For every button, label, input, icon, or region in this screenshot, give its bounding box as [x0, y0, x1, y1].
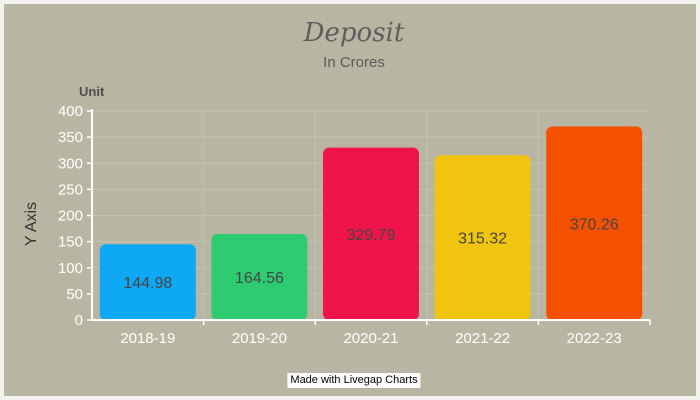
- y-tick-label: 400: [58, 103, 83, 120]
- watermark[interactable]: Made with Livegap Charts: [287, 373, 421, 388]
- y-tick-label: 250: [58, 181, 83, 198]
- y-tick-label: 300: [58, 155, 83, 172]
- bar: [99, 244, 196, 320]
- x-tick-label: 2019-20: [232, 330, 287, 347]
- chart-title: Deposit: [303, 18, 405, 48]
- data-label: 329.79: [347, 227, 396, 244]
- x-tick-label: 2018-19: [120, 330, 175, 347]
- data-label: 315.32: [458, 231, 507, 248]
- x-tick-label: 2021-22: [455, 330, 510, 347]
- y-unit-label: Unit: [79, 84, 105, 99]
- data-label: 164.56: [235, 270, 284, 287]
- y-tick-label: 0: [75, 312, 83, 329]
- bar: [211, 234, 308, 320]
- bar: [323, 147, 419, 320]
- y-tick-label: 200: [58, 208, 83, 225]
- bar: [434, 155, 531, 320]
- y-tick-label: 350: [58, 129, 83, 146]
- data-label: 370.26: [570, 216, 619, 233]
- y-tick-label: 100: [58, 260, 83, 277]
- bar: [546, 126, 643, 320]
- chart-subtitle: In Crores: [323, 54, 385, 71]
- data-label: 144.98: [123, 275, 172, 292]
- x-tick-label: 2020-21: [343, 330, 398, 347]
- y-tick-label: 150: [58, 234, 83, 251]
- x-tick-label: 2022-23: [567, 330, 622, 347]
- y-tick-label: 50: [66, 286, 83, 303]
